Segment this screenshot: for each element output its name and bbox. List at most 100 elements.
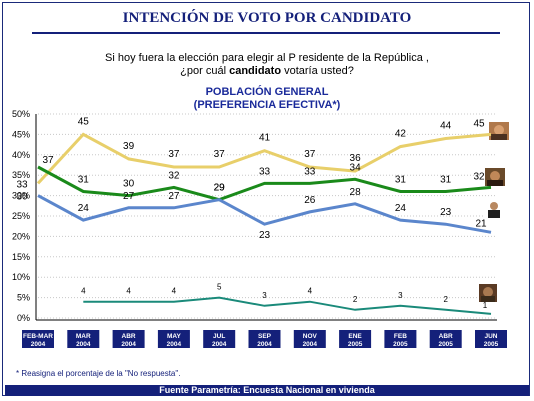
data-label: 36 <box>350 153 362 164</box>
data-label: 23 <box>259 230 271 241</box>
series-line-yellow <box>36 132 492 185</box>
data-label: 24 <box>395 203 407 214</box>
subtitle-line-2: (PREFERENCIA EFECTIVA*) <box>193 99 341 111</box>
y-tick-label: 0% <box>17 313 30 323</box>
data-label: 4 <box>308 287 313 296</box>
data-label: 37 <box>168 149 180 160</box>
survey-question: Si hoy fuera la elección para elegir al … <box>60 52 474 78</box>
x-tick-box <box>248 330 281 348</box>
x-tick-month: JUL <box>213 333 225 340</box>
data-label: 34 <box>350 162 362 173</box>
x-tick-month: NOV <box>303 333 318 340</box>
y-tick-label: 10% <box>12 272 30 282</box>
series-line-blue <box>37 194 492 234</box>
candidate-photo-4 <box>479 284 497 302</box>
data-label: 30 <box>123 179 135 190</box>
data-label: 32 <box>168 170 180 181</box>
x-tick-box <box>157 330 190 348</box>
x-tick-month: FEB <box>394 333 407 340</box>
data-label: 45 <box>78 116 90 127</box>
data-label: 30 <box>16 192 28 203</box>
y-tick-label: 15% <box>12 252 30 262</box>
data-label: 5 <box>217 283 222 292</box>
x-tick-year: 2005 <box>348 341 363 348</box>
data-label: 27 <box>123 191 135 202</box>
subtitle-line-1: POBLACIÓN GENERAL <box>205 86 329 98</box>
x-tick-box <box>67 330 100 348</box>
x-tick-box <box>22 330 54 348</box>
y-tick-label: 40% <box>12 150 30 160</box>
data-label: 33 <box>16 179 28 190</box>
data-label: 29 <box>214 183 226 194</box>
series-line-green <box>37 165 492 202</box>
chart-subtitle: POBLACIÓN GENERAL (PREFERENCIA EFECTIVA*… <box>0 86 534 112</box>
y-tick-label: 30% <box>12 191 30 201</box>
x-tick-box <box>384 330 417 348</box>
x-tick-month: SEP <box>258 333 272 340</box>
x-tick-year: 2005 <box>484 341 499 348</box>
question-line-1: Si hoy fuera la elección para elegir al … <box>105 52 429 64</box>
data-label: 45 <box>473 118 485 129</box>
data-label: 27 <box>168 191 180 202</box>
data-label: 31 <box>440 175 452 186</box>
data-label: 1 <box>483 301 488 310</box>
candidate-photo-1 <box>489 122 509 140</box>
x-tick-box <box>203 330 236 348</box>
data-label: 31 <box>395 175 407 186</box>
y-tick-label: 25% <box>12 211 30 221</box>
data-label: 33 <box>304 166 316 177</box>
x-tick-year: 2004 <box>31 341 46 348</box>
data-label: 39 <box>123 141 135 152</box>
data-label: 2 <box>443 295 448 304</box>
data-label: 32 <box>473 171 485 182</box>
data-label: 31 <box>78 175 90 186</box>
data-label: 4 <box>81 287 86 296</box>
y-tick-label: 50% <box>12 109 30 119</box>
data-label: 29 <box>214 183 226 194</box>
footnote: * Reasigna el porcentaje de la "No respu… <box>16 369 181 378</box>
x-tick-month: FEB-MAR <box>23 333 53 340</box>
x-tick-box <box>475 330 507 348</box>
question-line-2-pre: ¿por cuál <box>180 65 230 77</box>
data-label: 42 <box>395 129 407 140</box>
x-tick-box <box>429 330 462 348</box>
data-label: 37 <box>304 149 316 160</box>
data-label: 41 <box>259 133 271 144</box>
data-label: 23 <box>440 207 452 218</box>
x-tick-month: MAR <box>76 333 91 340</box>
series-line-teal <box>83 296 492 315</box>
x-tick-year: 2004 <box>303 341 318 348</box>
data-label: 24 <box>78 203 90 214</box>
data-label: 4 <box>172 287 177 296</box>
x-tick-year: 2004 <box>167 341 182 348</box>
x-tick-month: JUN <box>484 333 497 340</box>
x-tick-month: MAY <box>167 333 182 340</box>
x-tick-year: 2004 <box>257 341 272 348</box>
x-tick-month: ABR <box>439 333 453 340</box>
data-label: 4 <box>126 287 131 296</box>
x-tick-year: 2004 <box>121 341 136 348</box>
y-tick-label: 20% <box>12 231 30 241</box>
data-label: 21 <box>475 218 487 229</box>
data-label: 33 <box>259 166 271 177</box>
question-line-2: ¿por cuál candidato votaría usted? <box>60 65 474 78</box>
x-tick-box <box>339 330 372 348</box>
data-label: 44 <box>440 120 452 131</box>
y-tick-label: 45% <box>12 129 30 139</box>
x-tick-year: 2005 <box>393 341 408 348</box>
x-tick-year: 2004 <box>212 341 227 348</box>
x-tick-month: ABR <box>122 333 136 340</box>
page-title: INTENCIÓN DE VOTO POR CANDIDATO <box>122 10 412 26</box>
data-label: 3 <box>398 291 403 300</box>
data-label: 3 <box>262 291 267 300</box>
